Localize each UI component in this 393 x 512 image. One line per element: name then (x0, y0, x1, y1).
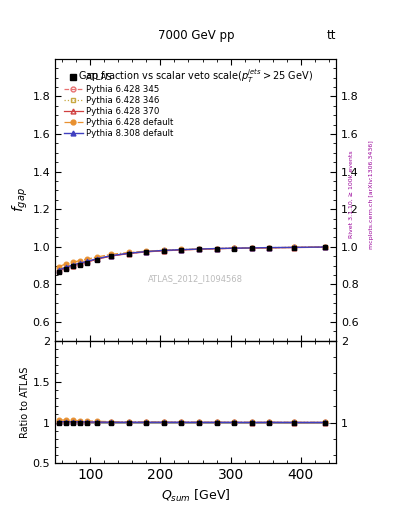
Text: tt: tt (327, 29, 336, 42)
Text: mcplots.cern.ch [arXiv:1306.3436]: mcplots.cern.ch [arXiv:1306.3436] (369, 140, 374, 249)
Text: 7000 GeV pp: 7000 GeV pp (158, 29, 235, 42)
Y-axis label: Ratio to ATLAS: Ratio to ATLAS (20, 367, 30, 438)
Text: Gap fraction vs scalar veto scale($p_T^{jets}>$25 GeV): Gap fraction vs scalar veto scale($p_T^{… (78, 68, 313, 85)
Text: ATLAS_2012_I1094568: ATLAS_2012_I1094568 (148, 274, 243, 283)
Text: Rivet 3.1.10, ≥ 100k events: Rivet 3.1.10, ≥ 100k events (349, 151, 354, 239)
Legend: ATLAS, Pythia 6.428 345, Pythia 6.428 346, Pythia 6.428 370, Pythia 6.428 defaul: ATLAS, Pythia 6.428 345, Pythia 6.428 34… (62, 72, 175, 140)
Y-axis label: $f_{gap}$: $f_{gap}$ (10, 187, 29, 212)
X-axis label: $Q_{sum}$ [GeV]: $Q_{sum}$ [GeV] (161, 488, 230, 504)
